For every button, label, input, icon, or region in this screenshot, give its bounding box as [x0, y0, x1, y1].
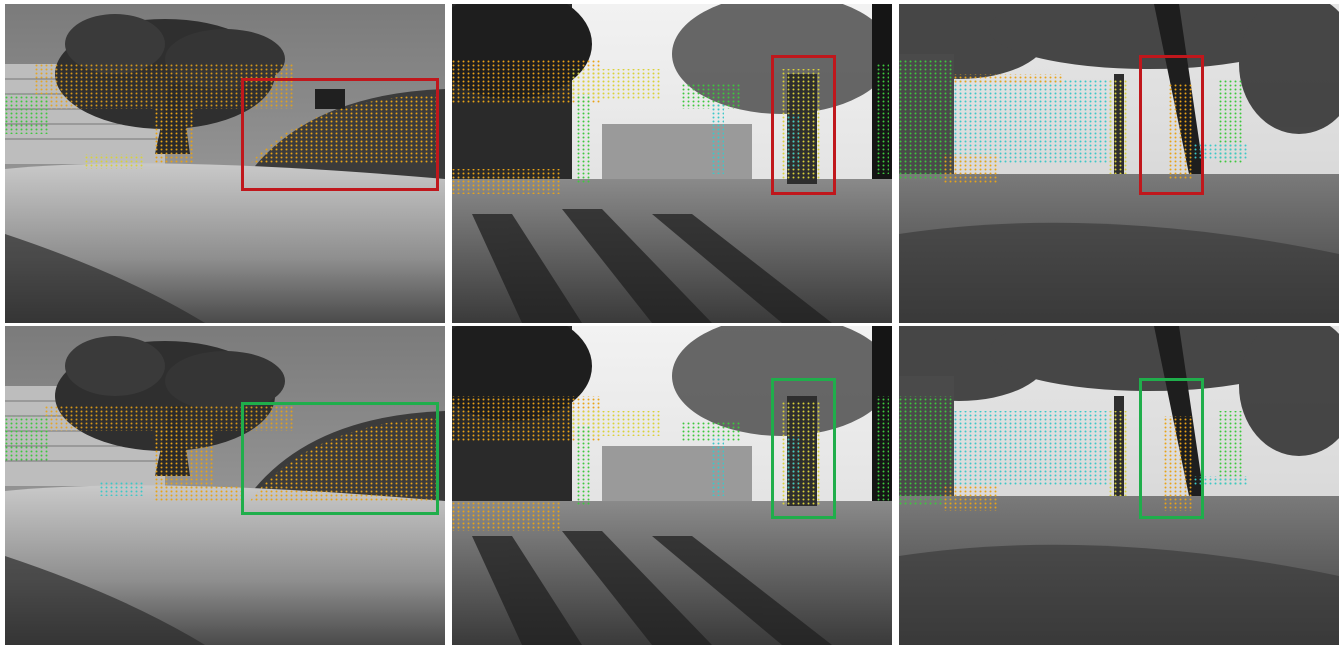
panel-row2-pine-lawn: [5, 326, 445, 645]
scene-shadow-plaza: [452, 4, 892, 323]
scene-shadow-plaza: [452, 326, 892, 645]
panel-row2-shadow-plaza: [452, 326, 892, 645]
panel-row2-tree-park: [899, 326, 1339, 645]
scene-pine-lawn: [5, 4, 445, 323]
scene-tree-park: [899, 326, 1339, 645]
scene-pine-lawn: [5, 326, 445, 645]
panel-row1-shadow-plaza: [452, 4, 892, 323]
panel-row1-pine-lawn: [5, 4, 445, 323]
panel-row1-tree-park: [899, 4, 1339, 323]
scene-tree-park: [899, 4, 1339, 323]
